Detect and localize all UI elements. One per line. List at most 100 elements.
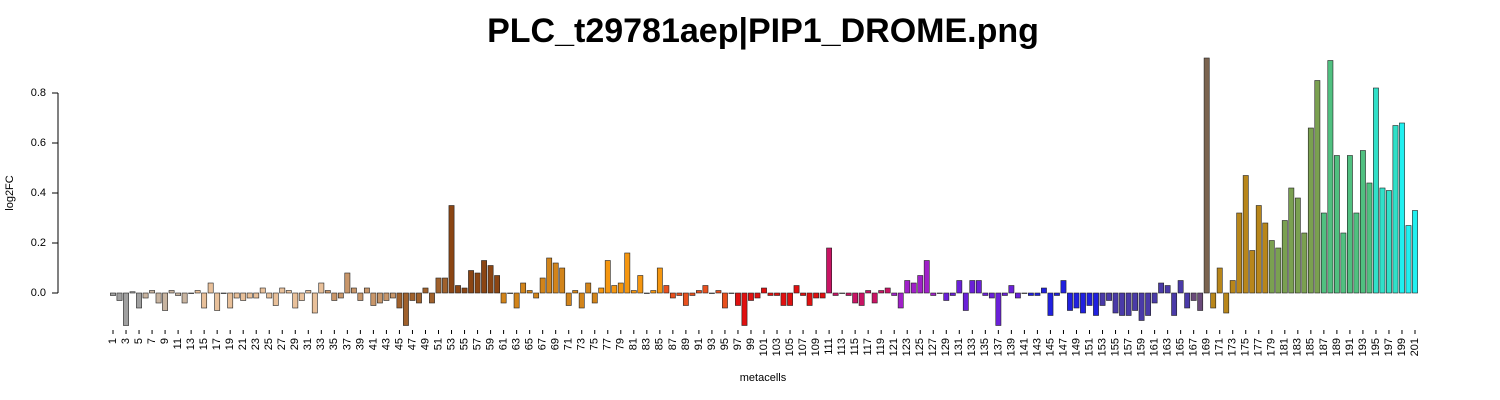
bar [324, 290, 331, 294]
bar [1262, 222, 1269, 294]
bar [1021, 292, 1028, 294]
y-axis-label: log2FC [4, 175, 16, 211]
x-tick-label: 3 [120, 338, 132, 344]
bar [1386, 190, 1392, 294]
bar [181, 292, 188, 304]
bar [481, 260, 487, 294]
bar [839, 292, 846, 294]
x-tick-label: 43 [380, 338, 392, 350]
bar [643, 292, 650, 294]
bar [1223, 292, 1230, 314]
bar [539, 277, 546, 294]
x-tick-label: 55 [458, 338, 470, 350]
bar [578, 292, 585, 309]
bar [1399, 122, 1405, 294]
x-tick-label: 183 [1292, 338, 1304, 356]
x-tick-label: 89 [680, 338, 692, 350]
bar [357, 292, 364, 301]
bar [1294, 197, 1301, 294]
x-tick-label: 151 [1083, 338, 1095, 356]
bar [214, 292, 221, 311]
bar [123, 292, 129, 326]
bar [663, 285, 670, 294]
bar [598, 287, 605, 294]
bar [370, 292, 377, 306]
bar [982, 292, 989, 296]
bar [787, 292, 793, 306]
x-tick-label: 185 [1305, 338, 1317, 356]
bar [1138, 292, 1145, 321]
x-tick-label: 79 [615, 338, 627, 350]
x-tick-label: 111 [823, 338, 835, 355]
bar [520, 282, 527, 294]
x-tick-label: 9 [159, 338, 171, 344]
x-tick-label: 201 [1409, 338, 1421, 356]
bar [513, 292, 520, 309]
bar [383, 292, 390, 301]
x-tick-label: 123 [901, 338, 913, 356]
x-tick-label: 67 [537, 338, 549, 350]
bar [650, 290, 657, 294]
bar [702, 285, 709, 294]
bar [1197, 292, 1204, 311]
bar [943, 292, 950, 301]
x-tick-label: 71 [563, 338, 575, 350]
bar [565, 292, 572, 306]
bar [377, 292, 383, 304]
bar [995, 292, 1002, 326]
bar [285, 290, 292, 294]
bar [305, 290, 312, 294]
x-tick-label: 125 [914, 338, 926, 356]
x-tick-label: 25 [263, 338, 275, 350]
bar [695, 290, 702, 294]
x-tick-label: 15 [198, 338, 210, 350]
bar [956, 280, 963, 294]
bar [110, 292, 116, 296]
bar [591, 292, 598, 304]
bar [891, 292, 898, 296]
bar [656, 267, 663, 294]
bar [669, 292, 676, 299]
bar [1255, 205, 1262, 294]
bar [858, 292, 865, 306]
x-tick-label: 77 [602, 338, 614, 350]
bar [442, 277, 448, 294]
bar [1080, 292, 1086, 314]
x-tick-label: 61 [498, 338, 510, 350]
bar [1392, 125, 1399, 294]
x-tick-label: 103 [771, 338, 783, 356]
bar [1379, 187, 1386, 294]
bar [1014, 292, 1021, 299]
bar [142, 292, 149, 299]
x-tick-label: 153 [1096, 338, 1108, 356]
bar [429, 292, 435, 304]
x-tick-label: 13 [185, 338, 197, 350]
x-tick-label: 115 [849, 338, 861, 356]
bar [637, 275, 644, 294]
bar [1333, 155, 1340, 294]
x-tick-label: 81 [628, 338, 640, 350]
bar [767, 292, 774, 296]
bar [845, 292, 852, 296]
x-tick-label: 195 [1370, 338, 1382, 356]
x-tick-label: 163 [1162, 338, 1174, 356]
bar [1047, 292, 1054, 316]
x-tick-label: 17 [211, 338, 223, 350]
bar [884, 287, 891, 294]
x-tick-label: 113 [836, 338, 848, 356]
bar [1288, 187, 1295, 294]
bar [1028, 292, 1034, 296]
y-tick-label: 0.4 [31, 187, 46, 199]
y-tick-label: 0.8 [31, 87, 46, 99]
bar [1249, 250, 1256, 294]
bar [1145, 292, 1151, 316]
x-tick-label: 181 [1279, 338, 1291, 356]
bar [272, 292, 279, 306]
bar [233, 292, 240, 299]
bar [1132, 292, 1138, 311]
x-tick-label: 157 [1122, 338, 1134, 356]
x-tick-label: 49 [419, 338, 431, 350]
bar [630, 290, 637, 294]
x-tick-label: 75 [589, 338, 601, 350]
x-tick-label: 129 [940, 338, 952, 356]
